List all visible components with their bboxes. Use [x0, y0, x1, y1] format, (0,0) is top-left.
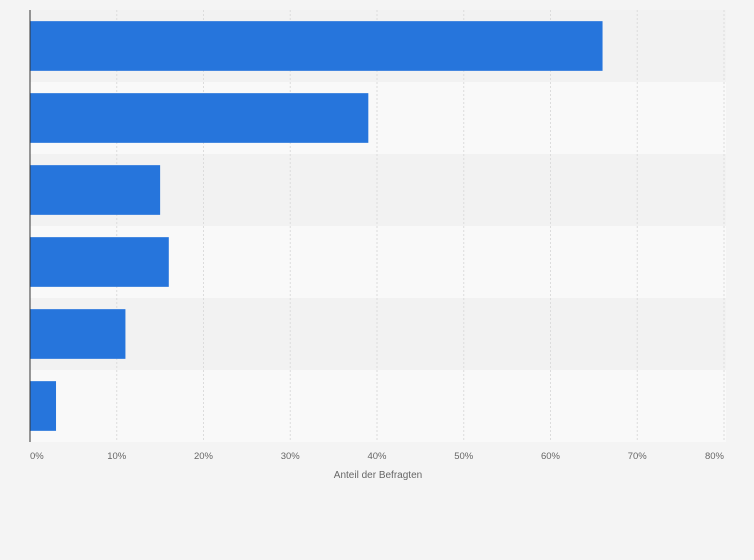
x-tick-label: 40%	[367, 451, 387, 462]
bars	[30, 21, 603, 431]
bar	[30, 381, 57, 431]
x-tick-labels: 0% 10% 20% 30% 40% 50% 60% 70% 80%	[30, 451, 725, 462]
x-tick-label: 20%	[194, 451, 214, 462]
bar	[30, 165, 161, 215]
row-band	[30, 370, 726, 442]
x-tick-label: 30%	[281, 451, 301, 462]
x-tick-label: 60%	[541, 451, 561, 462]
x-tick-label: 70%	[628, 451, 648, 462]
x-tick-label: 0%	[30, 451, 44, 462]
x-tick-label: 10%	[107, 451, 127, 462]
bar	[30, 309, 126, 359]
x-tick-label: 50%	[454, 451, 474, 462]
bar	[30, 93, 369, 143]
row-band	[30, 298, 726, 370]
x-axis-title: Anteil der Befragten	[334, 470, 422, 481]
bar	[30, 21, 603, 71]
x-tick-label: 80%	[705, 451, 725, 462]
gridlines	[116, 10, 725, 442]
row-bands	[30, 10, 726, 442]
bar	[30, 237, 169, 287]
